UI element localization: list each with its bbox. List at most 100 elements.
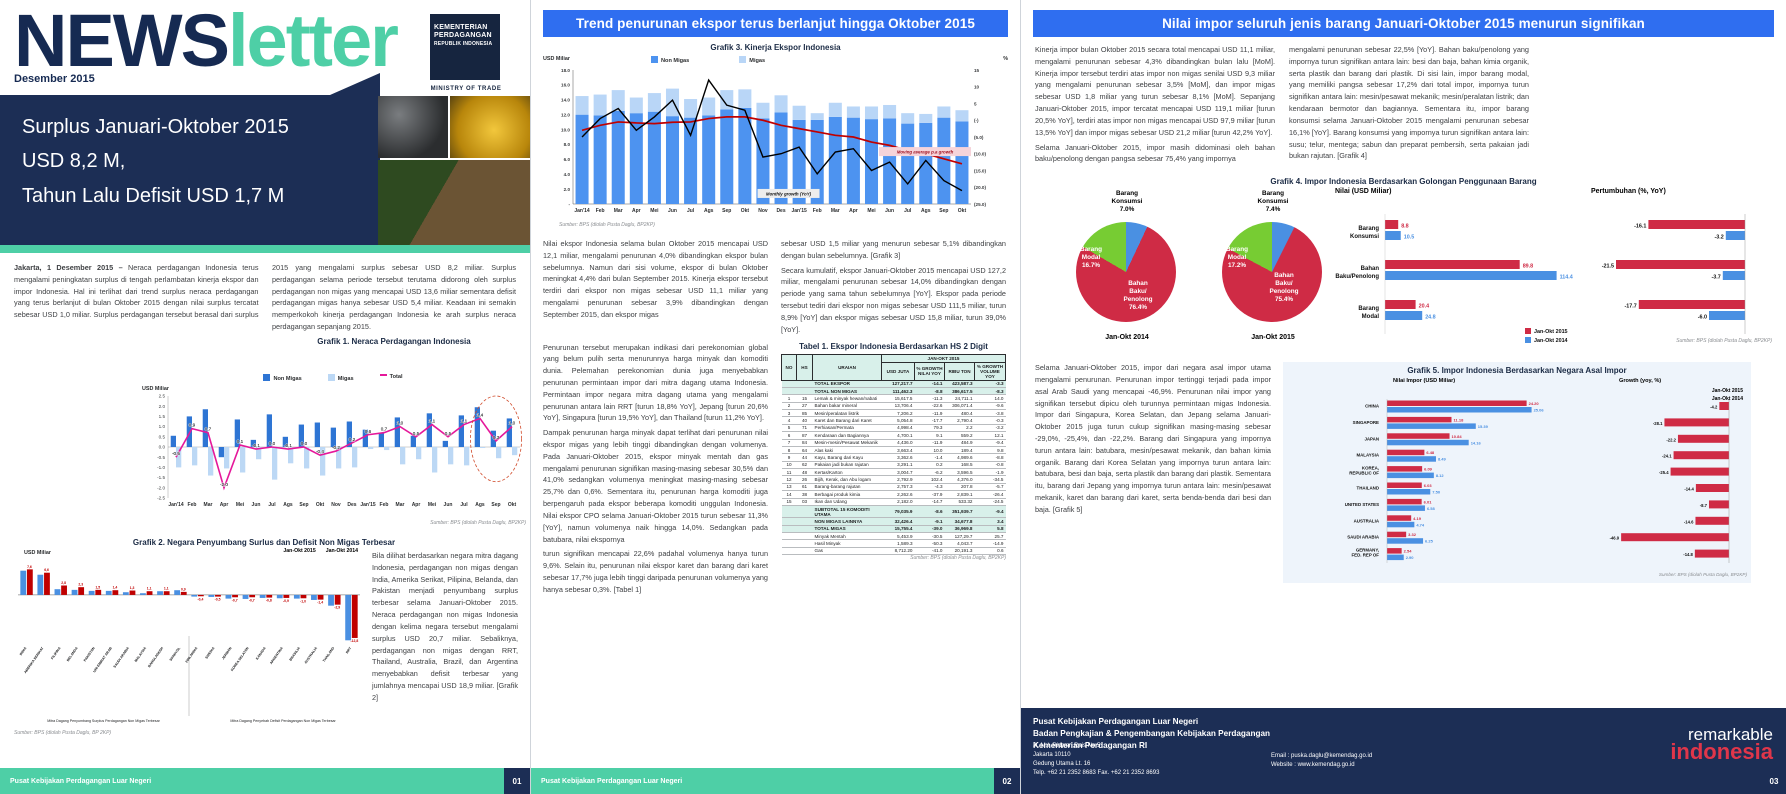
svg-text:-0,5: -0,5 [172,451,180,456]
col2-para4: Penurunan tersebut merupakan indikasi da… [543,342,768,423]
grafik5-legend: Jan-Okt 2015 Jan-Okt 2014 [1712,388,1743,402]
svg-text:-6.0: -6.0 [1698,315,1707,321]
col3-para4: Selama Januari-Oktober 2015, impor dari … [1035,363,1271,514]
address-title: Pusat Kebijakan Perdagangan Luar Negeri … [1033,716,1270,752]
svg-text:Mei: Mei [650,208,659,214]
svg-text:15.39: 15.39 [1478,424,1489,429]
svg-text:Moving average p.a growth: Moving average p.a growth [897,150,954,155]
svg-text:-0.5: -0.5 [157,455,165,460]
svg-text:MALAYSIA: MALAYSIA [1356,453,1379,458]
table-cell: 9.1 [914,431,945,440]
table-cell: -6.2 [914,468,945,477]
svg-text:1,4: 1,4 [477,412,484,417]
svg-text:1,1: 1,1 [429,419,436,424]
table-cell: 79.3 [914,424,945,433]
svg-text:KOREA SELATAN: KOREA SELATAN [230,646,250,672]
svg-text:3.32: 3.32 [1408,532,1417,537]
svg-text:(5.0): (5.0) [974,135,984,140]
th-growth-nilai: % GROWTH NILAI YOY [914,361,945,381]
table-cell: 3,663.4 [881,446,915,455]
pie-jan-okt-2015 [1211,206,1333,328]
svg-text:SINGAPORE: SINGAPORE [1353,420,1379,425]
svg-text:0,7: 0,7 [205,427,212,432]
svg-text:8.0: 8.0 [564,142,571,147]
table-cell: 15,617.5 [881,394,915,403]
table-cell: -24.5 [974,498,1006,506]
svg-text:Jul: Jul [268,502,276,508]
table-cell: 32,426.4 [881,517,915,526]
svg-text:2.0: 2.0 [564,187,571,192]
svg-text:-25.4: -25.4 [1659,470,1669,475]
table-row: TOTAL MIGAS 15,755.4 -39.0 36,969.8 5.8 [781,524,1006,534]
table-cell: 3,291.1 [881,461,915,470]
svg-text:0,6: 0,6 [365,429,372,434]
svg-text:Ags: Ags [921,208,931,214]
address-title-3: Kementerian Perdagangan RI [1033,740,1148,750]
table-cell: Hasil Minyak [812,539,882,548]
col3-para3: mengalami penurunan sebesar 22,5% [YoY].… [1289,45,1529,161]
svg-text:-2,0: -2,0 [220,482,228,487]
svg-text:-0,1: -0,1 [252,443,260,448]
grafik2-source: Sumber: BPS (diolah Pusta Daglu, BP 2KP) [14,730,112,736]
table-row: 12 26 Bijih, Kerak, dan Abu logam 2,792.9 10… [781,475,1006,484]
table-cell: 84 [796,439,813,447]
dateline: Jakarta, 1 Desember 2015 – [14,263,129,272]
svg-text:-0,2: -0,2 [332,445,340,450]
teal-divider [0,245,530,253]
svg-text:89.8: 89.8 [1523,264,1534,270]
table-cell: 38 [796,490,813,499]
svg-text:Mitra Dagang Penyumbang Surplu: Mitra Dagang Penyumbang Surplus Perdagan… [47,719,160,723]
table-cell: 306,071.4 [944,402,975,411]
svg-text:Mar: Mar [204,502,213,508]
table-cell: -3.8 [974,409,1006,418]
table-cell: 2,790.4 [944,416,975,425]
table-cell: 2,792.9 [881,475,915,484]
svg-text:10.0: 10.0 [561,127,570,132]
pie2015-title: Jan-Okt 2015 [1251,334,1295,342]
svg-text:JAPAN: JAPAN [1364,436,1379,441]
table-cell: 189.4 [944,446,975,455]
page-title: NEWSletter [14,4,399,78]
svg-text:PAKISTAN: PAKISTAN [83,646,96,663]
svg-text:16.0: 16.0 [561,83,570,88]
col2-para6: turun signifikan mencapai 22,6% padahal … [543,549,768,594]
svg-text:6.58: 6.58 [1427,506,1436,511]
svg-text:Okt: Okt [508,502,517,508]
svg-text:Modal: Modal [1362,314,1380,320]
table-cell: Kayu, Barang dari Kayu [812,453,882,462]
table-cell: Mesin/peralatan listrik [812,409,882,418]
col2-page-number: 02 [994,768,1020,794]
grafik3-source: Sumber: BPS (diolah Pusta Daglu, BP2KP) [559,222,655,228]
table-cell: -14.9 [974,539,1006,548]
legend-migas: Migas [739,56,765,64]
table-cell: 10.0 [914,446,945,455]
svg-text:-0,1: -0,1 [284,443,292,448]
column-1: NEWSletter Desember 2015 Surplus Januari… [0,0,530,794]
table-cell: 48 [796,468,813,477]
tabel1-caption: Tabel 1. Ekspor Indonesia Berdasarkan HS… [799,341,988,351]
svg-text:Mitra Dagang Penyebab Defisit: Mitra Dagang Penyebab Defisit Perdaganga… [230,719,336,723]
svg-text:AUSTRALIA: AUSTRALIA [304,646,319,665]
svg-text:0,1: 0,1 [237,439,244,444]
svg-text:1,0: 1,0 [509,421,516,426]
table-cell: 168.5 [944,461,975,470]
svg-text:1,3: 1,3 [130,586,135,590]
svg-text:2.54: 2.54 [1404,549,1413,554]
svg-text:JERMAN: JERMAN [221,646,233,660]
table-cell: 480.4 [944,409,975,418]
pie2015-label-modal: Barang Modal 17.2% [1225,246,1249,270]
table-cell: Bahan bakar mineral [812,402,882,411]
col3-banner: Nilai impor seluruh jenis barang Januari… [1033,10,1774,37]
table-cell: 4,998.4 [881,424,915,433]
table-cell: -5.7 [974,483,1006,492]
svg-text:REPUBLIC OF: REPUBLIC OF [1349,471,1379,476]
table-row: 4 40 Karet dan Barang dari Karet 5,054.8 -17… [781,416,1006,425]
svg-text:Okt: Okt [741,208,750,214]
table-cell: -8.8 [914,386,945,396]
svg-text:-0,1: -0,1 [252,443,260,448]
svg-text:Nov: Nov [758,208,768,214]
svg-text:Baku/Penolong: Baku/Penolong [1335,274,1379,280]
table-cell [781,504,797,519]
table-row: 11 48 Kertas/Karton 3,004.7 -6.2 3,596.5 -1.9 [781,468,1006,477]
logo-line-3: REPUBLIK INDONESIA [434,40,493,47]
